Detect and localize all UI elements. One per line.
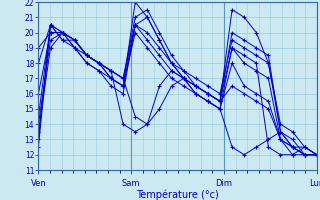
X-axis label: Température (°c): Température (°c) <box>136 189 219 200</box>
